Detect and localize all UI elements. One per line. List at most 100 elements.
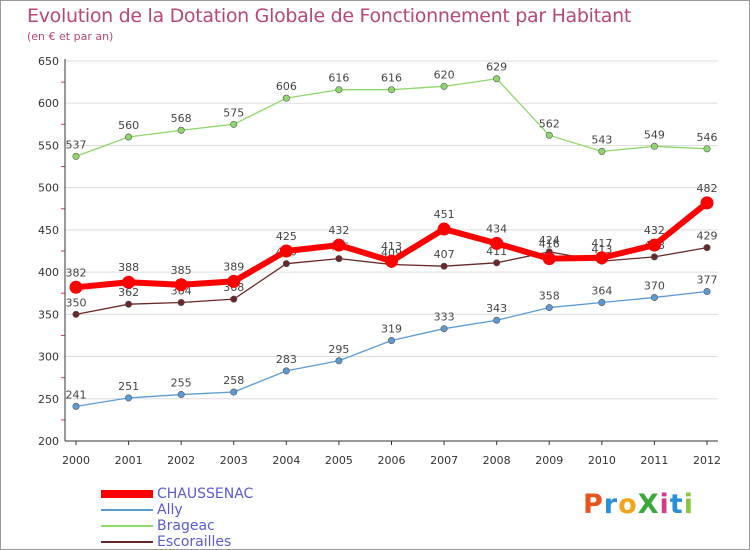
data-point-chaussenac	[647, 238, 661, 252]
data-label-ally: 358	[539, 290, 560, 303]
y-tick-label-250: 250	[38, 393, 59, 406]
data-label-escorailles: 413	[591, 243, 612, 256]
data-point-brageac	[598, 147, 606, 155]
y-tick-label-600: 600	[38, 97, 59, 110]
data-label-chaussenac: 416	[539, 238, 560, 251]
data-point-chaussenac	[279, 244, 293, 258]
data-label-brageac: 560	[118, 119, 139, 132]
data-point-escorailles	[703, 244, 711, 252]
data-label-ally: 343	[486, 302, 507, 315]
y-tick-label-300: 300	[38, 351, 59, 364]
data-point-ally	[125, 394, 133, 402]
data-point-chaussenac	[490, 236, 504, 250]
data-point-escorailles	[650, 253, 658, 261]
x-tick-label-2008: 2008	[483, 454, 511, 467]
data-point-chaussenac	[437, 222, 451, 236]
data-label-escorailles: 411	[486, 245, 507, 258]
data-point-brageac	[545, 131, 553, 139]
data-label-chaussenac: 432	[328, 224, 349, 237]
data-label-escorailles: 362	[118, 286, 139, 299]
data-label-brageac: 620	[434, 68, 455, 81]
data-point-brageac	[72, 152, 80, 160]
legend-label-brageac: Brageac	[157, 518, 215, 534]
data-point-escorailles	[177, 299, 185, 307]
x-tick-label-2010: 2010	[588, 454, 616, 467]
data-point-chaussenac	[122, 275, 136, 289]
data-point-brageac	[703, 145, 711, 153]
legend-swatch-brageac	[101, 525, 153, 527]
x-tick-label-2011: 2011	[640, 454, 668, 467]
data-point-ally	[650, 293, 658, 301]
data-point-chaussenac	[174, 278, 188, 292]
y-tick-label-400: 400	[38, 266, 59, 279]
data-point-brageac	[387, 86, 395, 94]
data-label-ally: 283	[276, 353, 297, 366]
data-point-escorailles	[282, 260, 290, 268]
data-label-brageac: 549	[644, 128, 665, 141]
data-label-brageac: 575	[223, 106, 244, 119]
x-tick-label-2012: 2012	[693, 454, 721, 467]
data-label-brageac: 629	[486, 61, 507, 74]
data-point-escorailles	[335, 255, 343, 263]
x-tick-label-2001: 2001	[115, 454, 143, 467]
data-label-chaussenac: 482	[697, 182, 718, 195]
data-label-ally: 377	[697, 274, 718, 287]
data-label-ally: 295	[328, 343, 349, 356]
data-label-chaussenac: 451	[434, 208, 455, 221]
x-tick-label-2009: 2009	[535, 454, 563, 467]
data-label-brageac: 616	[328, 72, 349, 85]
legend-swatch-escorailles	[101, 541, 153, 543]
x-tick-label-2006: 2006	[378, 454, 406, 467]
data-point-ally	[440, 325, 448, 333]
data-point-ally	[493, 316, 501, 324]
data-label-chaussenac: 382	[66, 266, 87, 279]
data-point-ally	[387, 337, 395, 345]
data-label-brageac: 616	[381, 72, 402, 85]
data-label-ally: 333	[434, 311, 455, 324]
data-label-ally: 364	[591, 285, 612, 298]
data-point-brageac	[440, 82, 448, 90]
data-label-brageac: 562	[539, 117, 560, 130]
data-label-brageac: 606	[276, 80, 297, 93]
data-point-ally	[177, 391, 185, 399]
legend-swatch-chaussenac	[101, 490, 153, 498]
data-point-ally	[545, 304, 553, 312]
legend-label-escorailles: Escorailles	[157, 534, 232, 550]
data-point-brageac	[493, 75, 501, 83]
data-label-ally: 319	[381, 323, 402, 336]
data-point-chaussenac	[227, 274, 241, 288]
legend-swatch-ally	[101, 509, 153, 511]
data-label-chaussenac: 425	[276, 230, 297, 243]
data-label-chaussenac: 385	[171, 264, 192, 277]
data-label-brageac: 543	[591, 133, 612, 146]
x-tick-label-2005: 2005	[325, 454, 353, 467]
data-label-chaussenac: 434	[486, 222, 507, 235]
data-point-ally	[598, 299, 606, 307]
data-label-chaussenac: 389	[223, 260, 244, 273]
legend-label-chaussenac: CHAUSSENAC	[157, 486, 254, 502]
data-point-chaussenac	[700, 196, 714, 210]
data-point-escorailles	[125, 300, 133, 308]
legend-label-ally: Ally	[157, 502, 183, 518]
data-label-escorailles: 424	[539, 234, 560, 247]
data-label-ally: 255	[171, 377, 192, 390]
data-label-escorailles: 350	[66, 296, 87, 309]
data-label-chaussenac: 388	[118, 261, 139, 274]
data-label-ally: 251	[118, 380, 139, 393]
data-label-chaussenac: 413	[381, 240, 402, 253]
data-point-chaussenac	[69, 280, 83, 294]
data-point-chaussenac	[332, 238, 346, 252]
chart-title: Evolution de la Dotation Globale de Fonc…	[27, 5, 632, 27]
y-tick-label-550: 550	[38, 139, 59, 152]
data-point-ally	[335, 357, 343, 365]
data-label-escorailles: 407	[434, 248, 455, 261]
x-tick-label-2000: 2000	[62, 454, 90, 467]
y-tick-label-200: 200	[38, 435, 59, 448]
x-tick-label-2004: 2004	[272, 454, 300, 467]
y-tick-label-450: 450	[38, 224, 59, 237]
x-tick-label-2003: 2003	[220, 454, 248, 467]
data-point-brageac	[650, 142, 658, 150]
data-label-brageac: 546	[697, 131, 718, 144]
